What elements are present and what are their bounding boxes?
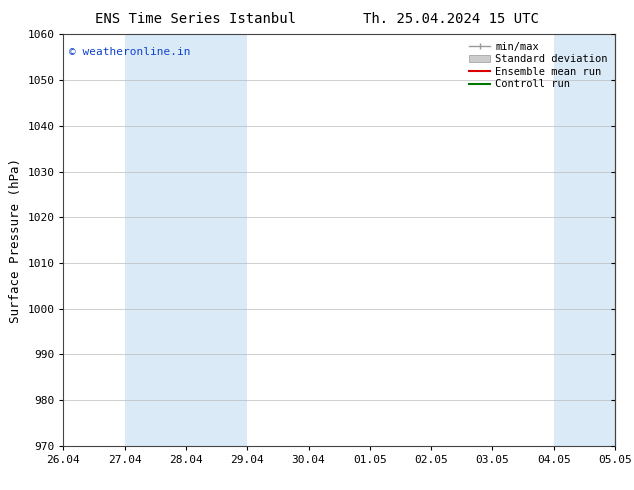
Text: ENS Time Series Istanbul        Th. 25.04.2024 15 UTC: ENS Time Series Istanbul Th. 25.04.2024 … [95, 12, 539, 26]
Bar [553, 34, 585, 446]
Y-axis label: Surface Pressure (hPa): Surface Pressure (hPa) [9, 158, 22, 322]
Legend: min/max, Standard deviation, Ensemble mean run, Controll run: min/max, Standard deviation, Ensemble me… [467, 40, 610, 92]
Bar [186, 34, 247, 446]
Bar [125, 34, 186, 446]
Text: © weatheronline.in: © weatheronline.in [69, 47, 190, 57]
Bar [585, 34, 634, 446]
